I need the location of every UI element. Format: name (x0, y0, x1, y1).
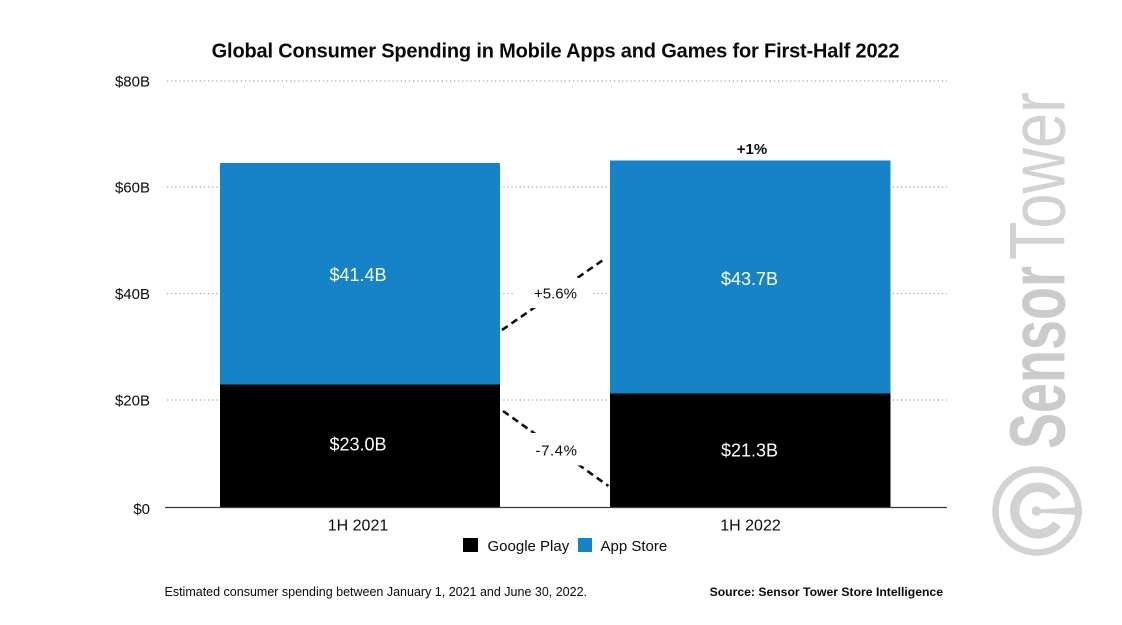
svg-text:Estimated consumer spending be: Estimated consumer spending between Janu… (165, 585, 588, 599)
svg-text:-7.4%: -7.4% (536, 443, 578, 460)
svg-text:Google Play: Google Play (488, 538, 570, 555)
svg-text:$21.3B: $21.3B (721, 441, 778, 461)
svg-text:Global Consumer Spending in Mo: Global Consumer Spending in Mobile Apps … (212, 41, 900, 63)
svg-text:Sensor: Sensor (993, 266, 1082, 449)
svg-text:$0: $0 (133, 501, 150, 518)
svg-text:$80B: $80B (115, 74, 150, 91)
svg-text:+5.6%: +5.6% (534, 286, 577, 303)
svg-text:$43.7B: $43.7B (721, 269, 778, 289)
svg-text:Source: Sensor Tower Store Int: Source: Sensor Tower Store Intelligence (710, 585, 944, 599)
svg-text:$41.4B: $41.4B (329, 265, 386, 285)
svg-text:+1%: +1% (737, 141, 767, 158)
svg-text:$20B: $20B (115, 393, 150, 410)
svg-text:$23.0B: $23.0B (329, 435, 386, 455)
svg-text:1H 2021: 1H 2021 (328, 518, 389, 535)
svg-text:1H 2022: 1H 2022 (720, 518, 781, 535)
svg-text:App Store: App Store (601, 538, 668, 555)
svg-text:$60B: $60B (115, 180, 150, 197)
svg-text:Tower: Tower (993, 92, 1082, 260)
svg-text:$40B: $40B (115, 286, 150, 303)
